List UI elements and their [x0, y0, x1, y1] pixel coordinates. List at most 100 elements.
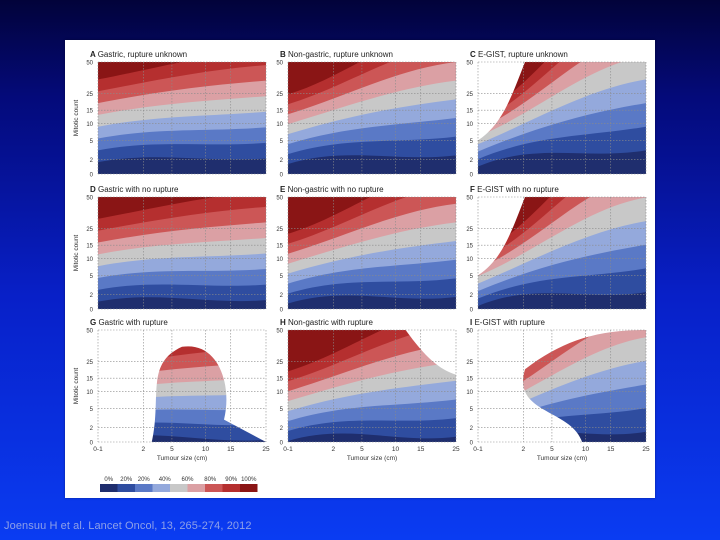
panel-a-contours	[98, 62, 266, 174]
panel-b-contours	[288, 62, 456, 174]
contour-band-8	[478, 197, 646, 254]
x-tick-label: 0-1	[93, 446, 103, 453]
undefined-region	[405, 330, 456, 375]
y-tick-label: 5	[90, 274, 94, 280]
legend-swatch	[135, 484, 153, 492]
y-tick-label: 10	[86, 257, 93, 263]
legend-swatch	[170, 484, 188, 492]
y-tick-label: 10	[466, 122, 473, 128]
undefined-region	[98, 330, 266, 442]
panel-d: D Gastric with no rupture02510152550Mito…	[73, 185, 267, 314]
y-tick-label: 10	[86, 390, 93, 396]
panel-d-contours	[98, 197, 266, 309]
x-tick-label: 0-1	[283, 446, 293, 453]
panel-g: G Gastric with rupture02510152550Mitotic…	[73, 318, 270, 462]
panel-c-contours	[478, 62, 646, 174]
panel-e-contours	[288, 197, 456, 309]
y-tick-label: 25	[466, 360, 473, 366]
x-tick-label: 15	[417, 446, 425, 453]
x-tick-label: 0-1	[473, 446, 483, 453]
legend-label: 100%	[241, 477, 257, 483]
y-tick-label: 25	[276, 92, 283, 98]
x-tick-label: 25	[452, 446, 460, 453]
citation-text: Joensuu H et al. Lancet Oncol, 13, 265-2…	[4, 520, 252, 532]
x-tick-label: 5	[550, 446, 554, 453]
y-tick-label: 5	[280, 274, 284, 280]
panel-h: H Non-gastric with rupture025101525500-1…	[276, 318, 460, 462]
x-tick-label: 2	[142, 446, 146, 453]
y-tick-label: 2	[90, 426, 94, 432]
legend-label: 40%	[159, 477, 172, 483]
y-tick-label: 2	[280, 158, 284, 164]
y-tick-label: 15	[86, 109, 93, 115]
y-tick-label: 10	[466, 257, 473, 263]
x-tick-label: 25	[642, 446, 650, 453]
y-tick-label: 50	[86, 196, 93, 202]
y-tick-label: 10	[276, 390, 283, 396]
x-tick-label: 10	[392, 446, 400, 453]
x-tick-label: 2	[332, 446, 336, 453]
y-tick-label: 2	[470, 426, 474, 432]
y-tick-label: 25	[466, 92, 473, 98]
y-tick-label: 25	[276, 360, 283, 366]
y-tick-label: 15	[86, 244, 93, 250]
y-tick-label: 5	[470, 139, 474, 145]
undefined-region	[478, 62, 526, 141]
contour-band-8	[98, 197, 266, 219]
x-axis-label: Tumour size (cm)	[157, 455, 207, 462]
panel-title: C E-GIST, rupture unknown	[470, 50, 568, 59]
y-tick-label: 0	[280, 441, 284, 447]
y-tick-label: 50	[276, 329, 283, 335]
y-tick-label: 0	[90, 173, 94, 179]
y-tick-label: 15	[276, 377, 283, 383]
x-tick-label: 15	[227, 446, 235, 453]
y-tick-label: 5	[470, 274, 474, 280]
y-tick-label: 10	[466, 390, 473, 396]
undefined-region	[478, 330, 646, 442]
x-axis-label: Tumour size (cm)	[537, 455, 587, 462]
y-tick-label: 50	[466, 196, 473, 202]
legend-label: 60%	[181, 477, 194, 483]
y-tick-label: 15	[276, 109, 283, 115]
legend-label: 20%	[120, 477, 133, 483]
panel-title: G Gastric with rupture	[90, 318, 168, 327]
y-tick-label: 2	[470, 293, 474, 299]
legend: 0% 20% 20% 40% 60% 80% 90% 100%	[100, 477, 258, 492]
legend-swatch	[205, 484, 223, 492]
y-tick-label: 15	[466, 244, 473, 250]
legend-swatch	[117, 484, 135, 492]
contour-band-8	[98, 62, 266, 80]
contour-band-8	[478, 62, 646, 115]
y-tick-label: 25	[276, 227, 283, 233]
legend-label: 0%	[104, 477, 113, 483]
y-axis-label: Mitotic count	[73, 368, 80, 405]
y-tick-label: 0	[470, 441, 474, 447]
panel-title: E Non-gastric with no rupture	[280, 185, 384, 194]
risk-contour-chart: A Gastric, rupture unknown02510152550Mit…	[73, 50, 650, 492]
panel-g-contours	[98, 330, 266, 442]
undefined-region	[478, 197, 526, 276]
y-tick-label: 0	[470, 173, 474, 179]
y-tick-label: 5	[470, 407, 474, 413]
legend-label: 80%	[204, 477, 217, 483]
panel-i-contours	[478, 330, 646, 442]
y-tick-label: 0	[280, 308, 284, 314]
y-axis-label: Mitotic count	[73, 235, 80, 272]
panel-a: A Gastric, rupture unknown02510152550Mit…	[73, 50, 267, 179]
legend-swatch	[187, 484, 205, 492]
y-tick-label: 15	[86, 377, 93, 383]
y-tick-label: 0	[280, 173, 284, 179]
y-tick-label: 25	[86, 92, 93, 98]
y-tick-label: 50	[86, 61, 93, 67]
panel-f-contours	[478, 197, 646, 309]
y-tick-label: 2	[280, 293, 284, 299]
panel-title: B Non-gastric, rupture unknown	[280, 50, 393, 59]
legend-swatch	[222, 484, 240, 492]
y-tick-label: 10	[276, 122, 283, 128]
y-tick-label: 0	[90, 441, 94, 447]
y-tick-label: 15	[466, 109, 473, 115]
y-tick-label: 2	[90, 293, 94, 299]
y-tick-label: 2	[280, 426, 284, 432]
